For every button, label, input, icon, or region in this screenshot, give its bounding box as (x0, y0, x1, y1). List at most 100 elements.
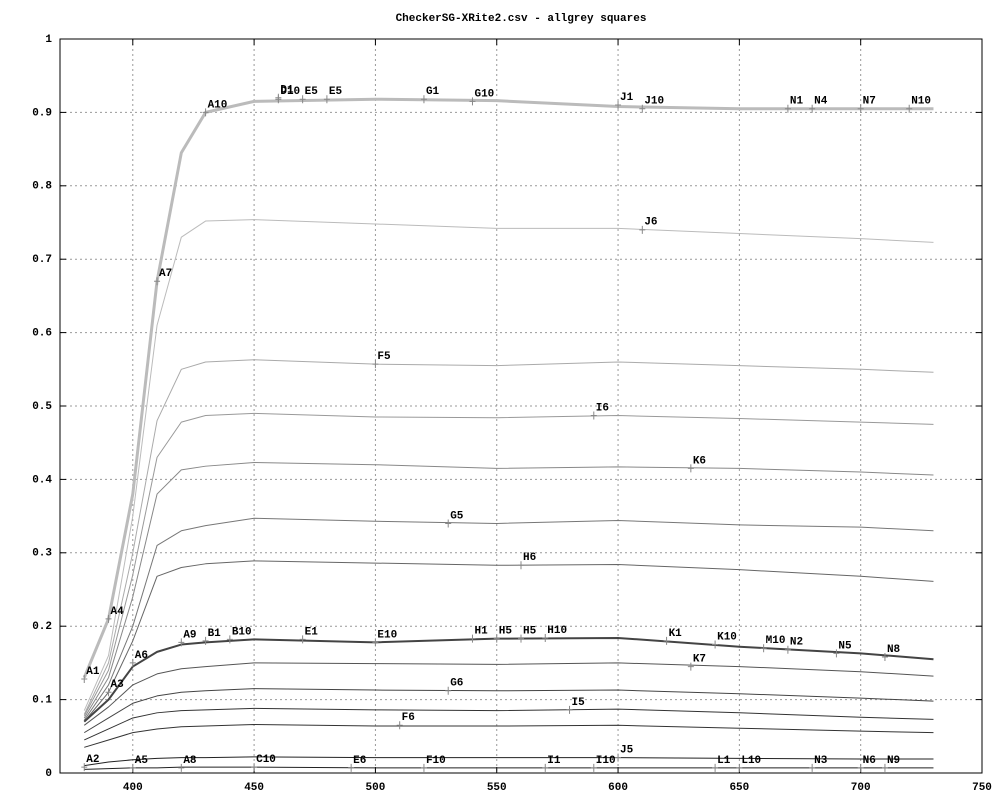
point-marker (736, 763, 743, 772)
point-marker (154, 277, 161, 286)
series-line (84, 756, 934, 767)
series-line (83, 412, 934, 716)
x-tick-label: 700 (851, 782, 871, 794)
point-label: F10 (426, 755, 446, 767)
point-label: A1 (86, 666, 100, 678)
point-label: A8 (183, 755, 197, 767)
point-label: E5 (329, 86, 343, 98)
point-label: G10 (474, 88, 494, 100)
point-marker (663, 636, 670, 645)
point-marker (784, 645, 791, 654)
x-tick-label: 400 (123, 782, 143, 794)
x-tick-label: 650 (729, 782, 749, 794)
point-marker (372, 360, 379, 369)
point-label: J1 (620, 92, 634, 104)
point-label: J5 (620, 744, 634, 756)
point-marker (348, 763, 355, 772)
point-label: K1 (669, 628, 683, 640)
point-marker (129, 658, 136, 667)
x-tick-label: 600 (608, 782, 628, 794)
x-tick-label: 450 (244, 782, 264, 794)
point-label: K7 (693, 653, 706, 665)
y-tick-label: 0.5 (32, 401, 52, 413)
series-line (84, 688, 934, 734)
y-tick-label: 0.3 (32, 548, 52, 560)
point-marker (712, 763, 719, 772)
point-label: I10 (596, 755, 616, 767)
series-line (84, 707, 934, 741)
point-marker (445, 519, 452, 528)
y-tick-label: 0 (45, 768, 52, 780)
point-marker (712, 640, 719, 649)
point-label: H1 (474, 626, 488, 638)
point-marker (251, 763, 258, 772)
point-label: F6 (402, 712, 415, 724)
point-label: K10 (717, 631, 737, 643)
point-marker (493, 634, 500, 643)
point-marker (809, 763, 816, 772)
point-marker (105, 688, 112, 697)
point-marker (469, 634, 476, 643)
point-label: A9 (183, 629, 196, 641)
point-marker (639, 104, 646, 113)
x-tick-label: 550 (487, 782, 507, 794)
point-label: G5 (450, 510, 464, 522)
point-label: B10 (232, 626, 252, 638)
point-label: L10 (741, 755, 761, 767)
point-marker (615, 101, 622, 110)
point-label: L1 (717, 755, 731, 767)
point-marker (590, 411, 597, 420)
point-label: J10 (644, 96, 664, 108)
point-marker (372, 638, 379, 647)
y-tick-label: 0.7 (32, 254, 52, 266)
point-marker (202, 636, 209, 645)
point-marker (809, 104, 816, 113)
point-marker (615, 753, 622, 762)
point-marker (639, 225, 646, 234)
point-label: N3 (814, 755, 828, 767)
point-label: N4 (814, 96, 828, 108)
point-marker (881, 763, 888, 772)
point-label: E1 (305, 626, 319, 638)
point-label: E5 (305, 86, 319, 98)
point-marker (81, 763, 88, 772)
plot-frame (59, 38, 983, 774)
point-marker (542, 633, 549, 642)
y-tick-label: 0.1 (32, 695, 52, 707)
y-tick-label: 0.2 (32, 621, 52, 633)
point-label: C10 (256, 754, 276, 766)
point-label: N1 (790, 96, 804, 108)
point-marker (420, 95, 427, 104)
y-tick-label: 1 (45, 34, 52, 46)
point-label: K6 (693, 455, 706, 467)
series-line (83, 359, 934, 715)
point-label: A5 (135, 755, 149, 767)
point-marker (178, 763, 185, 772)
point-label: A7 (159, 268, 172, 280)
point-marker (687, 464, 694, 473)
point-marker (542, 763, 549, 772)
point-marker (420, 763, 427, 772)
point-marker (590, 763, 597, 772)
point-marker (445, 686, 452, 695)
point-label: A4 (111, 606, 125, 618)
series-line (83, 219, 934, 711)
point-label: A6 (135, 650, 148, 662)
chart-title: CheckerSG-XRite2.csv - allgrey squares (396, 13, 647, 25)
series-line (84, 724, 934, 748)
point-label: I1 (547, 755, 561, 767)
point-marker (518, 561, 524, 570)
point-marker (857, 763, 864, 772)
point-label: G6 (450, 678, 463, 690)
point-marker (275, 95, 282, 104)
point-label: N2 (790, 637, 803, 649)
point-label: I5 (572, 697, 586, 709)
point-label: M10 (766, 635, 786, 647)
point-label: A2 (86, 754, 99, 766)
point-label: I6 (596, 402, 609, 414)
point-label: D10 (280, 86, 300, 98)
point-label: F5 (377, 351, 391, 363)
point-label: A10 (208, 99, 228, 111)
point-label: N5 (838, 640, 852, 652)
